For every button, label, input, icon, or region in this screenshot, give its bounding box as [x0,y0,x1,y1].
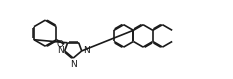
Text: N: N [57,46,63,55]
Text: O: O [56,40,63,49]
Text: N: N [83,46,90,55]
Text: N: N [70,60,77,69]
